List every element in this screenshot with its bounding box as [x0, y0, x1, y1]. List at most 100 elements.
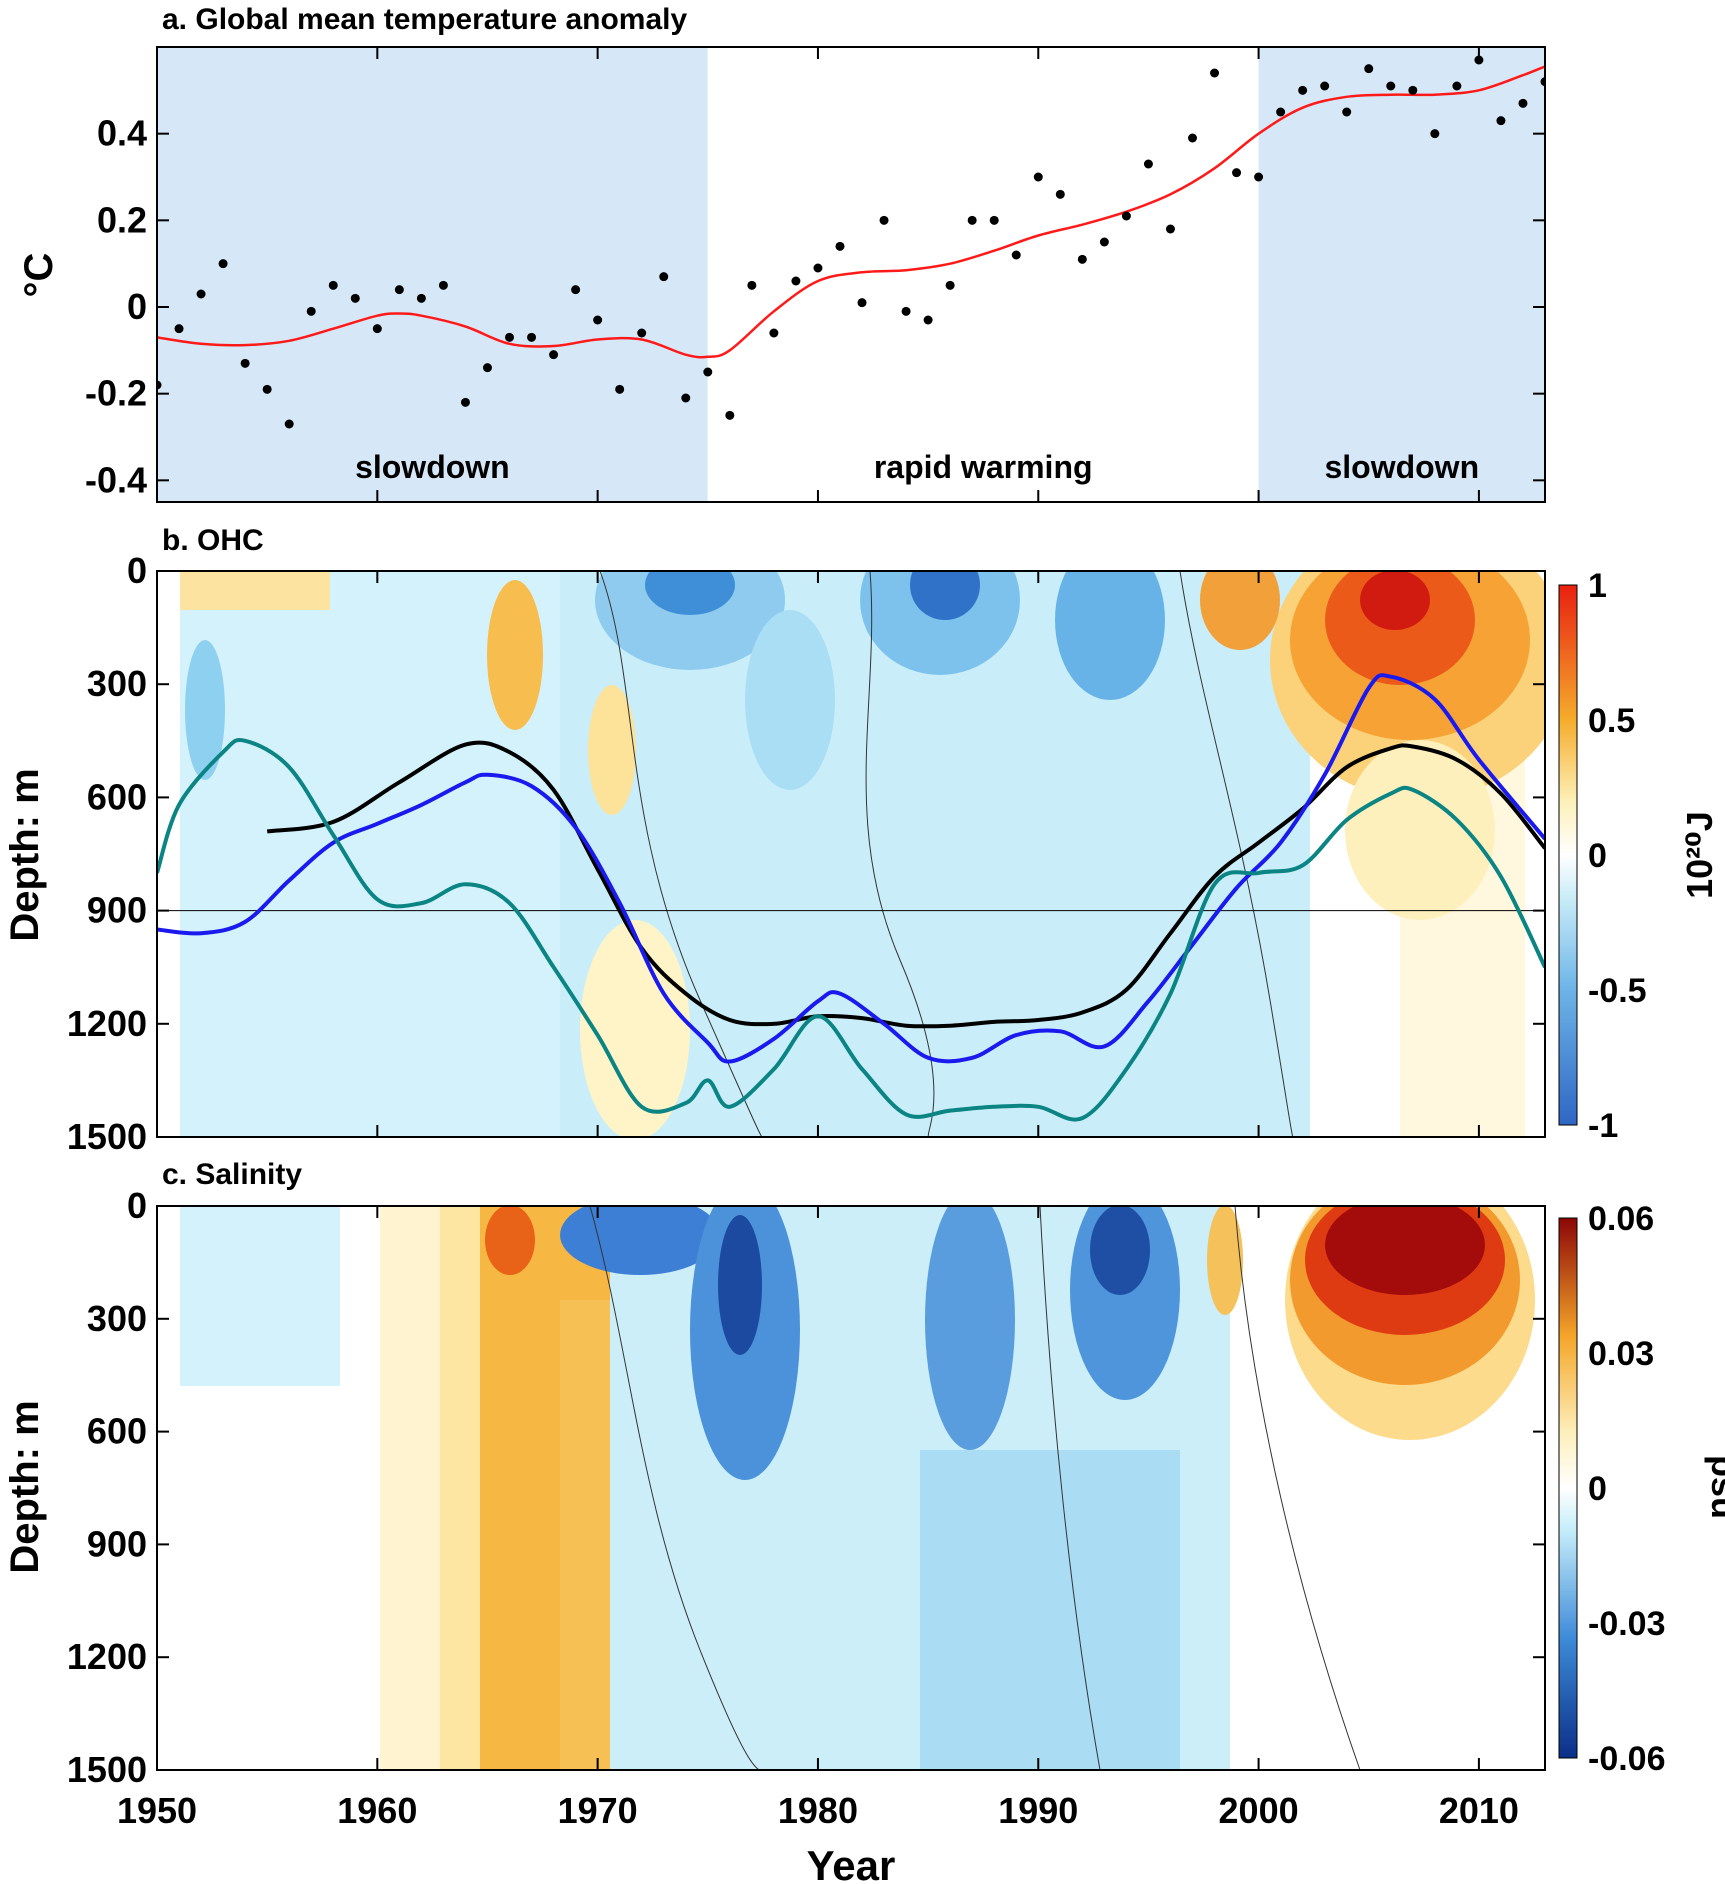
annual-point	[196, 289, 206, 299]
annual-point	[157, 380, 162, 390]
y-tick-label: 1500	[67, 1116, 147, 1157]
ohc-warm-patch	[1360, 571, 1430, 630]
annual-point	[857, 298, 867, 308]
panel-temperature: a. Global mean temperature anomaly slowd…	[17, 3, 1546, 503]
salinity-band	[180, 1206, 340, 1386]
x-tick-label: 1980	[778, 1790, 858, 1831]
colorbar-tick-label: -0.5	[1588, 972, 1647, 1010]
colorbar-tick-label: 0	[1588, 837, 1607, 875]
ohc-cold-patch	[745, 610, 835, 790]
y-tick-label: 0	[127, 286, 147, 327]
ohc-field	[180, 571, 1545, 1137]
x-tick-label: 1970	[558, 1790, 638, 1831]
annual-point	[769, 328, 779, 338]
panel-ohc: b. OHC	[3, 524, 1720, 1157]
annual-point	[240, 358, 250, 368]
annual-point	[967, 215, 977, 225]
annual-point	[835, 241, 845, 251]
annual-point	[1143, 159, 1153, 169]
x-tick-label: 2000	[1219, 1790, 1299, 1831]
annual-point	[1232, 168, 1242, 178]
x-tick-label: 1990	[998, 1790, 1078, 1831]
smoothed-temperature-line	[157, 65, 1545, 359]
annual-point	[593, 315, 603, 325]
ohc-warm-patch	[1345, 740, 1495, 920]
annual-point	[703, 367, 713, 377]
annual-point	[174, 324, 184, 334]
salinity-warm-patch	[1325, 1206, 1485, 1295]
series-line-black	[266, 740, 1545, 1029]
annual-point	[1276, 107, 1286, 117]
annual-point	[284, 419, 294, 429]
annual-point	[549, 350, 559, 360]
salinity-warm-patch	[485, 1206, 535, 1275]
salinity-cold-patch	[718, 1215, 762, 1355]
period-band	[1258, 47, 1545, 502]
series-line-teal	[157, 738, 1545, 1122]
annual-point	[350, 293, 360, 303]
annual-point	[1254, 172, 1264, 182]
panel-salinity: c. Salinity	[3, 47, 1725, 1884]
annual-point	[306, 306, 316, 316]
panel-c-x-axis: 1950 1960 1970 1980 1990 2000 2010	[117, 47, 1519, 1831]
annual-point	[505, 332, 515, 342]
salinity-cold-patch	[925, 1206, 1015, 1450]
colorbar-tick-label: -0.06	[1588, 1740, 1666, 1778]
annual-point	[1121, 211, 1131, 221]
series-line-blue	[157, 673, 1545, 1064]
period-label: slowdown	[355, 449, 510, 485]
ohc-warm-patch	[487, 580, 543, 730]
ohc-contour	[1179, 571, 1300, 1137]
annual-point	[1342, 107, 1352, 117]
annual-point	[1210, 68, 1220, 78]
panel-b-y-axis: 0 300 600 900 1200 1500	[67, 550, 1545, 1157]
period-label: slowdown	[1324, 449, 1479, 485]
salinity-colorbar-label: psu	[1704, 1455, 1725, 1519]
salinity-contour	[589, 1206, 780, 1770]
y-tick-label: 0	[127, 550, 147, 591]
annual-point	[1540, 77, 1545, 87]
salinity-cold-patch	[560, 1206, 720, 1275]
annual-point	[615, 384, 625, 394]
salinity-colorbar-ticks: 0.06 0.03 0 -0.03 -0.06	[1588, 1200, 1666, 1778]
annual-points	[157, 55, 1545, 429]
ohc-contour	[599, 571, 770, 1137]
annual-point	[879, 215, 889, 225]
annual-point	[1165, 224, 1175, 234]
annual-point	[725, 410, 735, 420]
colorbar-tick-label: 0.03	[1588, 1335, 1654, 1373]
panel-b-ylabel: Depth: m	[3, 768, 47, 941]
y-tick-label: 600	[87, 1411, 147, 1452]
x-tick-label: 2010	[1439, 1790, 1519, 1831]
annual-point	[681, 393, 691, 403]
ohc-cold-patch	[595, 571, 785, 670]
period-band	[157, 47, 708, 502]
annual-point	[416, 293, 426, 303]
panel-c-xlabel: Year	[807, 1842, 896, 1884]
annual-point	[791, 276, 801, 286]
x-tick-label: 1950	[117, 1790, 197, 1831]
panel-b-title: b. OHC	[162, 524, 264, 557]
y-tick-label: 1500	[67, 1749, 147, 1790]
panel-c-frame	[156, 1205, 1546, 1771]
annual-point	[659, 272, 669, 282]
salinity-field	[180, 1206, 1535, 1770]
annual-point	[1011, 250, 1021, 260]
panel-c-title: c. Salinity	[162, 1158, 302, 1191]
colorbar-tick-label: -1	[1588, 1107, 1618, 1145]
colorbar-tick-label: 0	[1588, 1470, 1607, 1508]
panel-a-title: a. Global mean temperature anomaly	[162, 3, 687, 36]
colorbar-tick-label: -0.03	[1588, 1605, 1666, 1643]
annual-point	[394, 285, 404, 295]
annual-point	[571, 285, 581, 295]
panel-c-ylabel: Depth: m	[3, 1400, 47, 1573]
y-tick-label: 900	[87, 1523, 147, 1564]
panel-b-frame	[156, 570, 1546, 1138]
annual-point	[1187, 133, 1197, 143]
annual-point	[1320, 81, 1330, 91]
period-label: rapid warming	[874, 449, 1093, 485]
y-tick-label: 1200	[67, 1003, 147, 1044]
annual-point	[1077, 254, 1087, 264]
y-tick-label: 0	[127, 1185, 147, 1226]
period-shading	[157, 47, 1545, 502]
